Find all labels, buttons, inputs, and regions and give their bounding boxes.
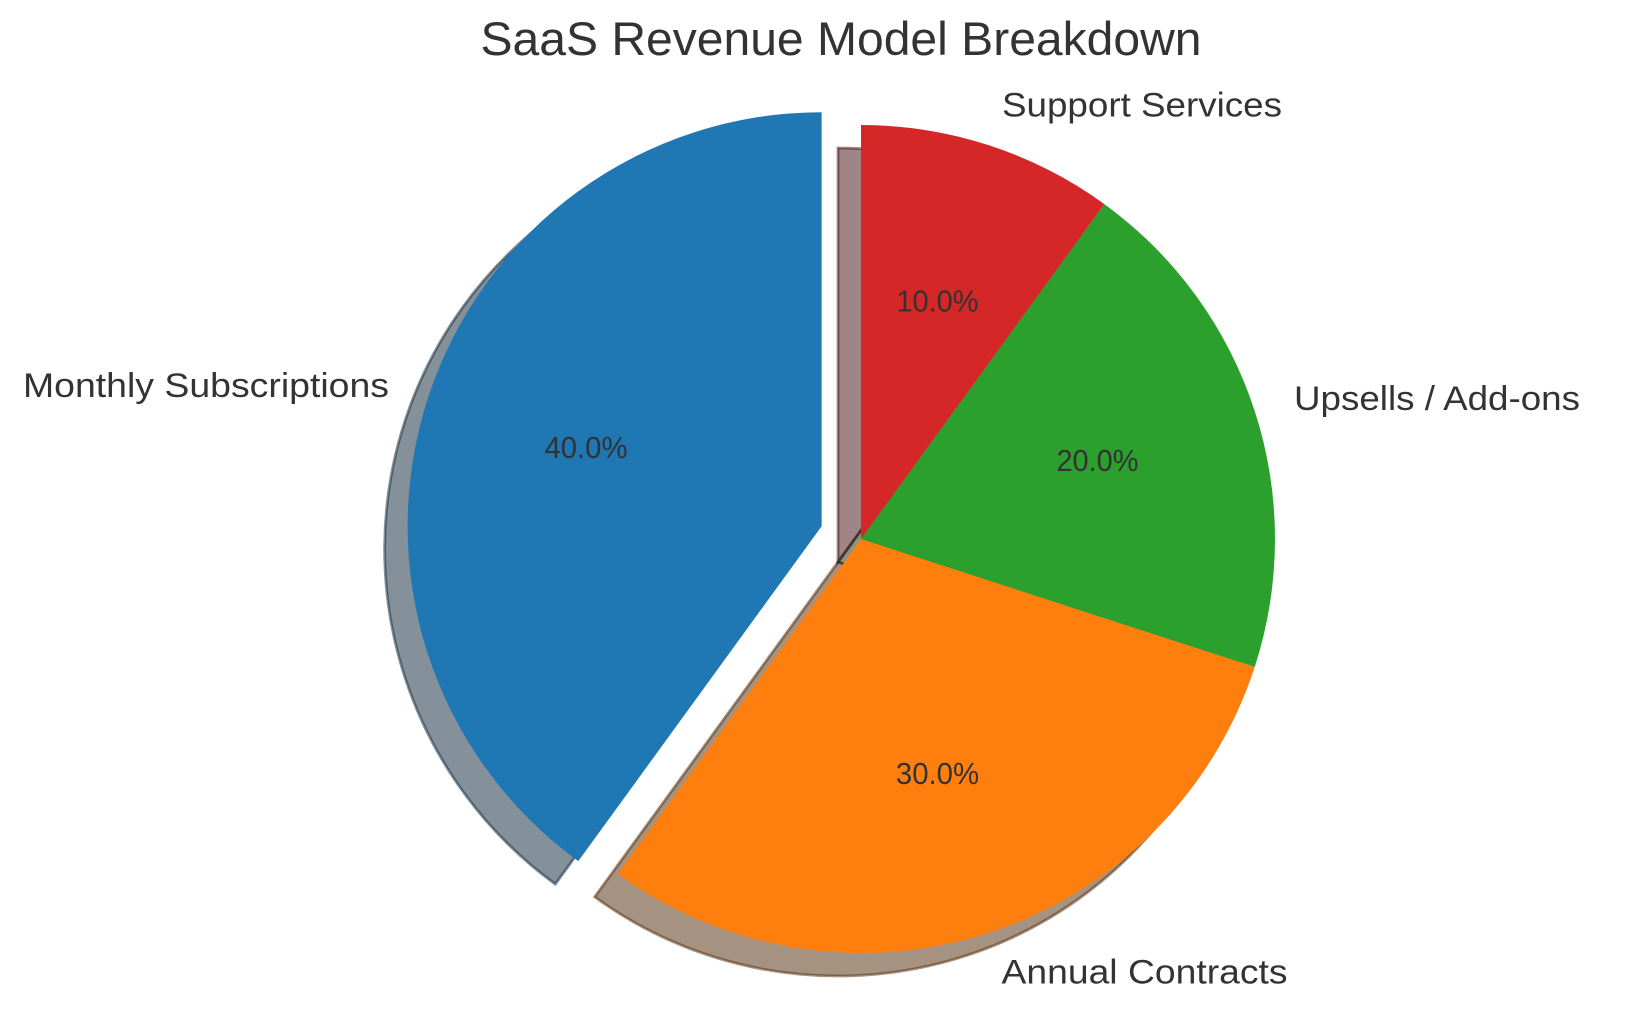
svg-text:40.0%: 40.0% xyxy=(544,432,627,465)
svg-text:Upsells / Add-ons: Upsells / Add-ons xyxy=(1294,380,1580,418)
svg-text:10.0%: 10.0% xyxy=(896,286,978,319)
svg-text:Annual Contracts: Annual Contracts xyxy=(1002,954,1288,992)
svg-text:20.0%: 20.0% xyxy=(1056,445,1138,478)
svg-text:SaaS Revenue Model Breakdown: SaaS Revenue Model Breakdown xyxy=(481,13,1202,66)
svg-text:Support Services: Support Services xyxy=(1002,87,1282,125)
svg-text:Monthly Subscriptions: Monthly Subscriptions xyxy=(23,367,389,405)
svg-text:30.0%: 30.0% xyxy=(896,758,979,791)
